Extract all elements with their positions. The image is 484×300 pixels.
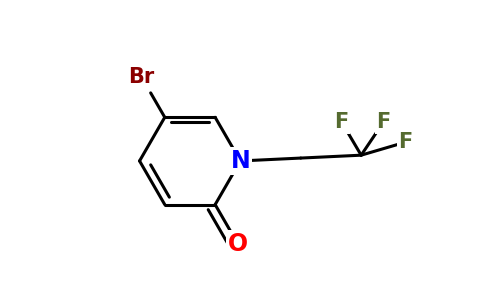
Text: O: O [228,232,248,256]
Text: F: F [398,132,412,152]
Text: Br: Br [128,67,154,87]
Text: F: F [334,112,349,132]
Text: N: N [230,149,250,173]
Text: F: F [377,112,391,132]
